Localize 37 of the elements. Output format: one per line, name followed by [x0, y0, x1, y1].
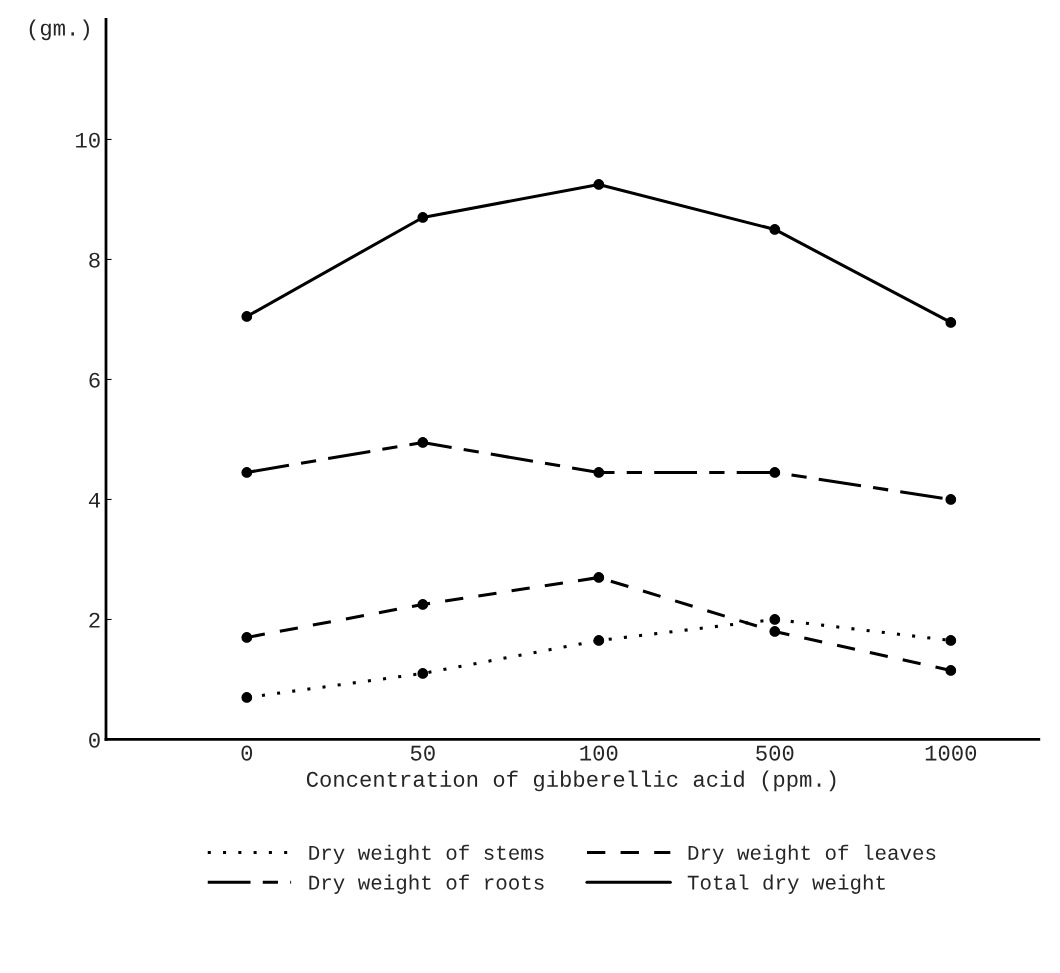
x-tick-label: 0	[241, 745, 253, 761]
point	[593, 635, 605, 646]
point	[417, 212, 429, 223]
point	[593, 467, 605, 478]
x-tick-label: 100	[580, 745, 618, 761]
point	[945, 665, 957, 676]
x-tick-label: 50	[410, 745, 435, 761]
legend-label: Total dry weight	[687, 874, 885, 894]
legend-label: Dry weight of stems	[309, 844, 544, 865]
x-tick-label: 1000	[925, 745, 977, 761]
y-tick-label: 6	[89, 372, 100, 388]
point	[241, 467, 253, 478]
point	[593, 179, 605, 190]
point	[945, 317, 957, 328]
point	[769, 467, 781, 478]
y-tick-label: 10	[76, 132, 100, 148]
point	[945, 635, 957, 646]
point	[417, 437, 429, 448]
y-axis-title: (gm.)	[29, 19, 89, 41]
point	[593, 572, 605, 583]
y-tick-label: 0	[89, 732, 100, 748]
x-tick-label: 500	[756, 745, 794, 761]
point	[769, 224, 781, 235]
point	[241, 311, 253, 322]
point	[945, 494, 957, 505]
y-tick-label: 8	[89, 252, 100, 268]
legend-label: Dry weight of roots	[309, 874, 544, 894]
point	[769, 626, 781, 637]
point	[417, 668, 429, 679]
legend-label: Dry weight of leaves	[688, 844, 936, 865]
y-tick-label: 4	[88, 492, 101, 508]
point	[417, 599, 429, 610]
point	[769, 614, 781, 625]
point	[241, 692, 253, 703]
point	[241, 632, 253, 643]
y-tick-label: 2	[89, 612, 100, 628]
x-axis-title: Concentration of gibberellic acid (ppm.)	[306, 770, 836, 792]
